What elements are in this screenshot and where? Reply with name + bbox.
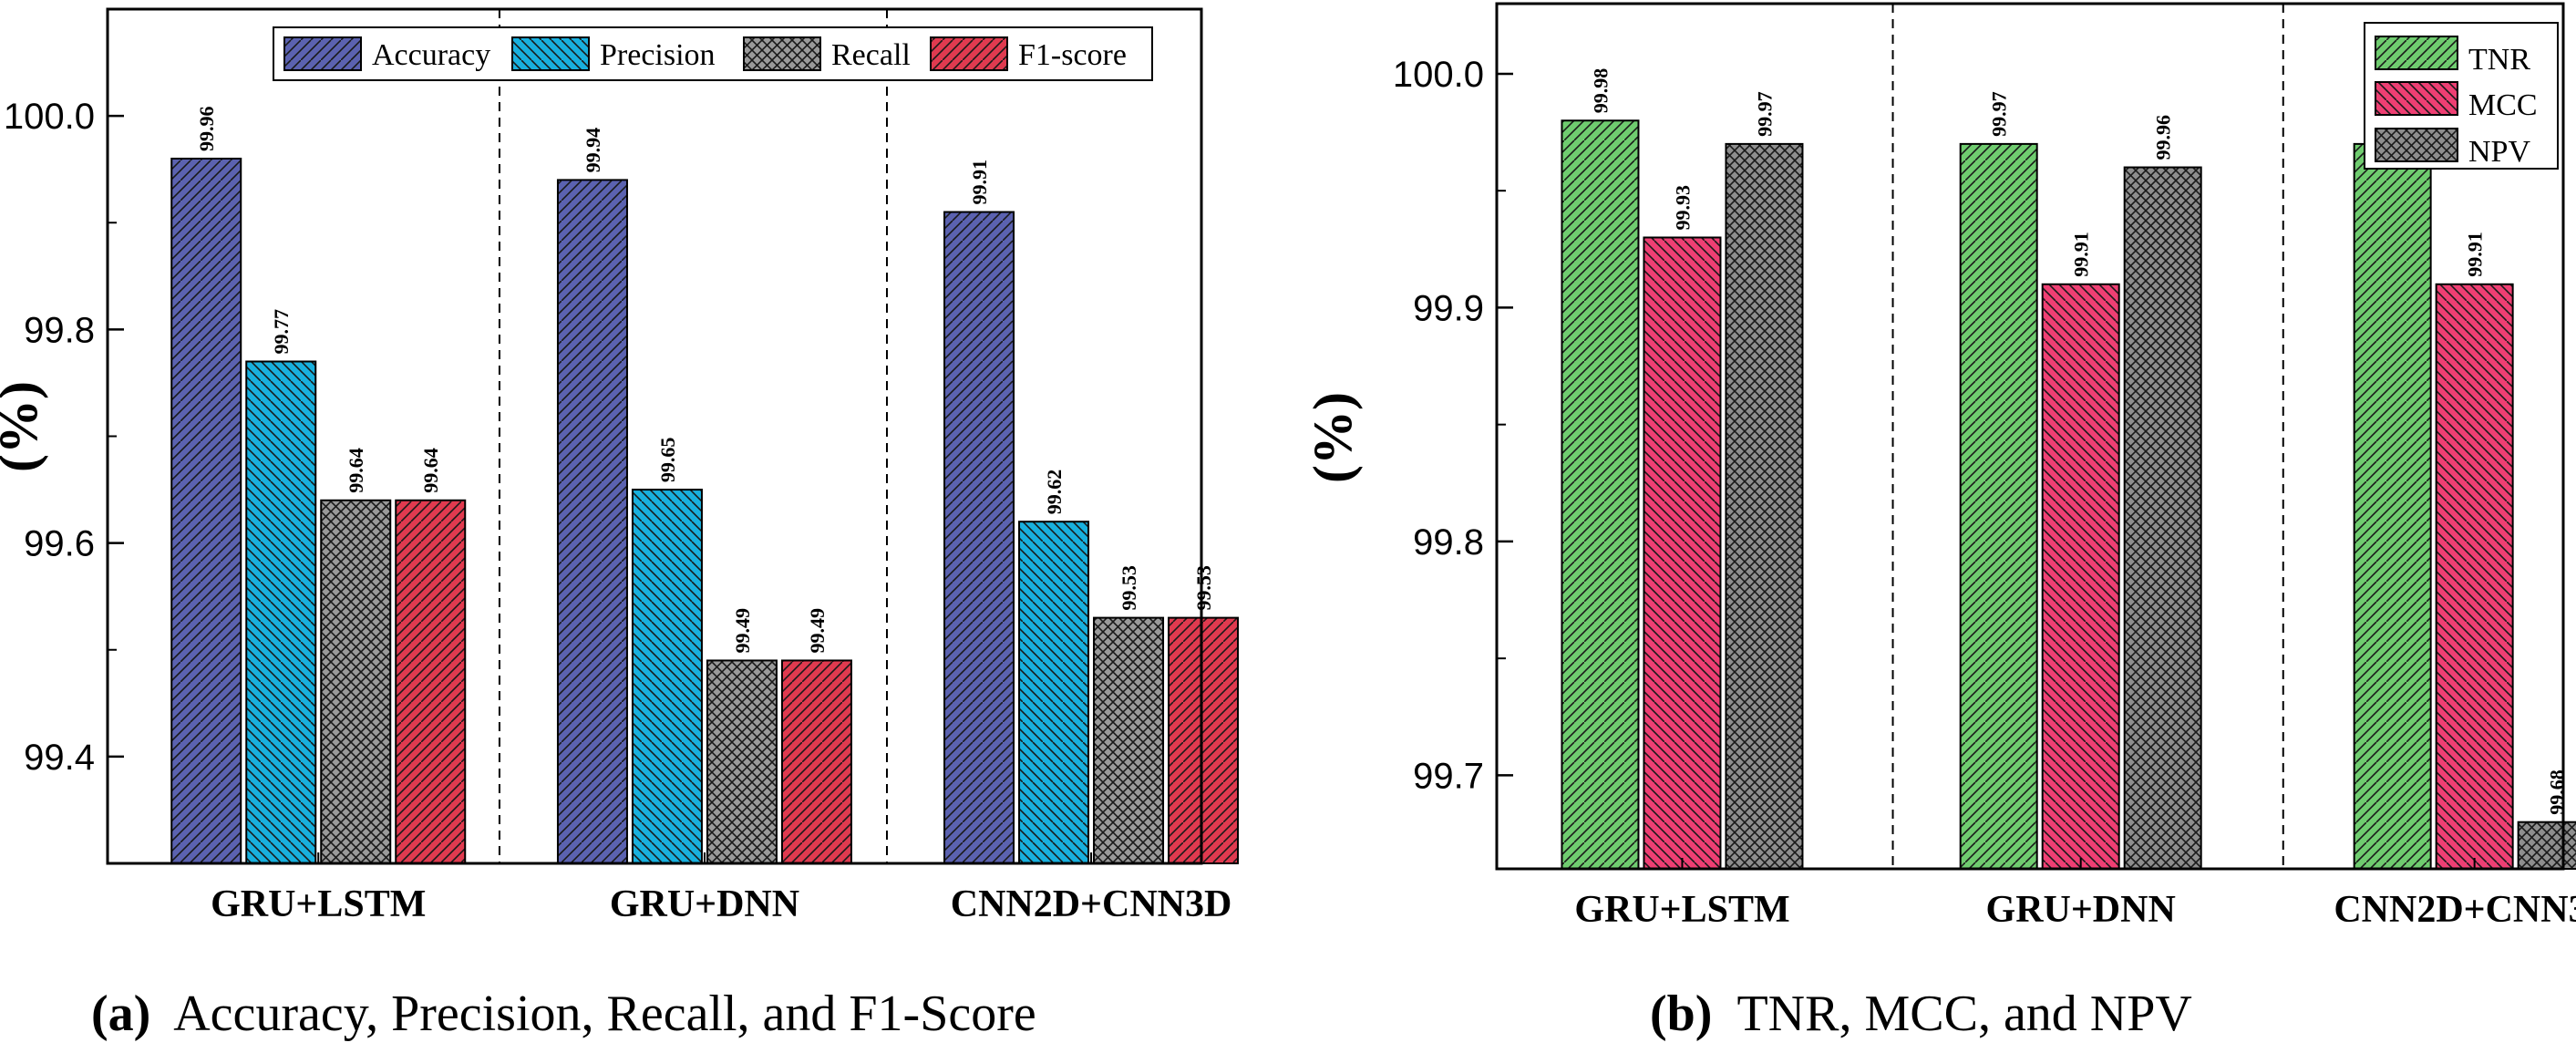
legend-label-accuracy: Accuracy (372, 38, 490, 72)
legend: Accuracy Precision Recall F1-score (273, 26, 1153, 81)
x-tick-label-0: GRU+LSTM (211, 883, 426, 925)
data-label-f1-score-2: 99.53 (1192, 565, 1215, 611)
legend-label-f1-score: F1-score (1018, 38, 1127, 72)
bar-precision-1 (631, 489, 703, 864)
data-label-mcc-1: 99.91 (2070, 232, 2093, 277)
legend-swatch-mcc (2375, 81, 2458, 116)
y-tick-label-3: 100.0 (4, 97, 95, 137)
y-tick-label-1: 99.8 (1413, 522, 1484, 563)
x-tick-label-2: CNN2D+CNN3D (951, 883, 1232, 925)
bar-recall-0 (320, 499, 392, 865)
data-label-f1-score-0: 99.64 (419, 448, 442, 493)
chart-tnr-mcc-npv: 99.7 99.8 99.9 100.0 GRU+LSTM GRU+DNN CNN2D+C… (1303, 2, 2576, 1042)
bar-recall-1 (706, 659, 778, 865)
y-tick-label-2: 99.8 (24, 310, 95, 350)
x-tick-label-2: CNN2D+CNN3D (2334, 889, 2576, 931)
caption-text: TNR, MCC, and NPV (1736, 986, 2191, 1042)
bar-accuracy-2 (943, 211, 1015, 865)
y-tick-label-0: 99.4 (24, 738, 95, 778)
legend-swatch-recall (743, 36, 821, 71)
bar-f1-score-0 (395, 499, 467, 865)
bar-npv-2 (2517, 821, 2576, 870)
legend-label-tnr: TNR (2468, 43, 2530, 77)
bar-npv-1 (2123, 166, 2202, 871)
legend-swatch-precision (511, 36, 590, 71)
legend-label-precision: Precision (600, 38, 716, 72)
legend: TNR MCC NPV (2364, 22, 2559, 170)
category-dividers (498, 9, 888, 863)
bar-precision-2 (1018, 521, 1090, 864)
bar-f1-score-2 (1168, 616, 1240, 864)
bar-f1-score-1 (780, 659, 852, 865)
caption: (a) Accuracy, Precision, Recall, and F1-… (91, 986, 1036, 1042)
category-dividers (1891, 4, 2284, 869)
bar-accuracy-1 (556, 179, 628, 864)
legend-label-recall: Recall (831, 38, 911, 72)
bar-tnr-1 (1959, 142, 2038, 870)
y-axis: 99.4 99.6 99.8 100.0 (4, 8, 124, 864)
bar-npv-0 (1725, 142, 1804, 870)
y-tick-label-0: 99.7 (1413, 756, 1484, 796)
bar-precision-0 (245, 360, 317, 864)
data-labels: 99.96 99.77 99.64 99.64 99.94 99.65 99.49 99.49… (195, 106, 1215, 653)
y-tick-label-3: 100.0 (1393, 55, 1484, 95)
x-axis: GRU+LSTM GRU+DNN CNN2D+CNN3D (211, 852, 1231, 925)
data-labels: 99.9899.9399.9799.9799.9199.9699.9799.91… (1589, 68, 2568, 815)
data-label-f1-score-1: 99.49 (806, 608, 829, 654)
legend-label-mcc: MCC (2468, 88, 2538, 122)
x-tick-label-1: GRU+DNN (1986, 889, 2176, 931)
bars-group (1561, 119, 2576, 871)
data-label-npv-2: 99.68 (2546, 769, 2569, 815)
data-label-mcc-0: 99.93 (1671, 185, 1694, 231)
legend-swatch-npv (2375, 128, 2458, 162)
data-label-mcc-2: 99.91 (2464, 232, 2487, 277)
bars-group (170, 157, 1240, 865)
data-label-precision-2: 99.62 (1043, 470, 1066, 515)
data-label-precision-1: 99.65 (656, 438, 679, 483)
caption-text: Accuracy, Precision, Recall, and F1-Scor… (173, 986, 1036, 1042)
caption-tag: (b) (1650, 986, 1712, 1042)
y-axis-title: (%) (1303, 392, 1363, 483)
y-tick-label-2: 99.9 (1413, 288, 1484, 328)
bar-recall-2 (1093, 616, 1165, 864)
y-axis: 99.7 99.8 99.9 100.0 (1393, 55, 1513, 796)
data-label-npv-1: 99.96 (2152, 115, 2175, 160)
bar-mcc-1 (2041, 283, 2120, 870)
x-tick-label-0: GRU+LSTM (1574, 889, 1789, 931)
y-axis-title: (%) (0, 381, 48, 472)
data-label-precision-0: 99.77 (270, 309, 293, 355)
legend-swatch-f1-score (930, 36, 1008, 71)
caption: (b) TNR, MCC, and NPV (1650, 986, 2192, 1042)
data-label-accuracy-0: 99.96 (195, 106, 218, 150)
legend-label-npv: NPV (2468, 135, 2530, 169)
bar-tnr-2 (2353, 142, 2432, 870)
data-label-tnr-0: 99.98 (1589, 68, 1612, 114)
bar-mcc-2 (2435, 283, 2514, 870)
data-label-recall-2: 99.53 (1118, 565, 1140, 611)
bar-accuracy-0 (170, 157, 242, 865)
x-axis: GRU+LSTM GRU+DNN CNN2D+CNN3D (1574, 858, 2576, 931)
data-label-accuracy-2: 99.91 (968, 160, 991, 205)
bar-mcc-0 (1643, 236, 1722, 870)
legend-swatch-tnr (2375, 36, 2458, 70)
bar-tnr-0 (1561, 119, 1640, 871)
caption-tag: (a) (91, 986, 150, 1042)
plot-frame (1495, 2, 2565, 871)
data-label-tnr-1: 99.97 (1988, 91, 2011, 137)
data-label-accuracy-1: 99.94 (582, 128, 604, 173)
data-label-recall-1: 99.49 (731, 608, 754, 654)
data-label-npv-0: 99.97 (1753, 91, 1776, 137)
y-tick-label-1: 99.6 (24, 524, 95, 564)
legend-swatch-accuracy (283, 36, 362, 71)
x-tick-label-1: GRU+DNN (610, 883, 799, 925)
chart-accuracy-precision-recall-f1: 99.4 99.6 99.8 100.0 GRU+LSTM GRU+DNN CNN2D+C… (0, 7, 1240, 1042)
data-label-recall-0: 99.64 (345, 448, 367, 493)
